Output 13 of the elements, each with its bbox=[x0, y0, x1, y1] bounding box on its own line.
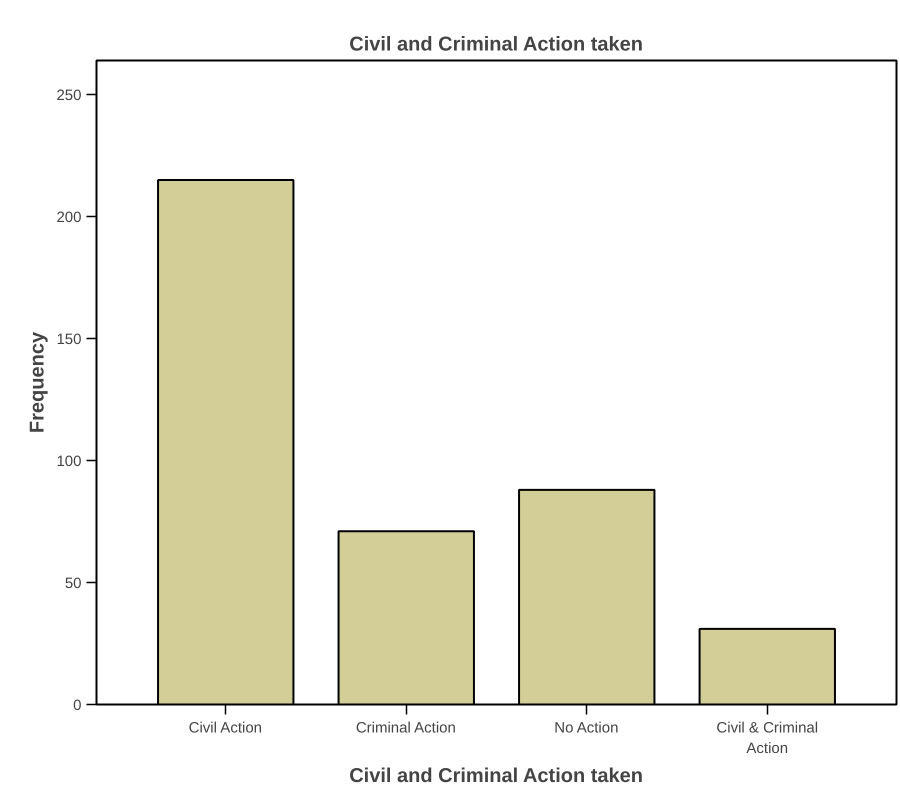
x-tick-label: No Action bbox=[554, 720, 618, 736]
y-tick-label: 100 bbox=[56, 453, 82, 470]
y-axis-title: Frequency bbox=[26, 331, 48, 434]
x-tick-label: Criminal Action bbox=[356, 720, 456, 736]
x-tick-label: Civil & Criminal Action bbox=[716, 720, 818, 757]
y-tick-label: 150 bbox=[56, 331, 82, 348]
y-tick-label: 50 bbox=[64, 575, 82, 592]
x-axis-title: Civil and Criminal Action taken bbox=[349, 764, 644, 787]
y-tick-label: 250 bbox=[56, 87, 82, 104]
chart-title: Civil and Criminal Action taken bbox=[349, 34, 644, 56]
y-tick-label: 0 bbox=[73, 697, 82, 714]
x-tick-label: Civil Action bbox=[188, 720, 262, 736]
y-tick-label: 200 bbox=[56, 209, 82, 226]
